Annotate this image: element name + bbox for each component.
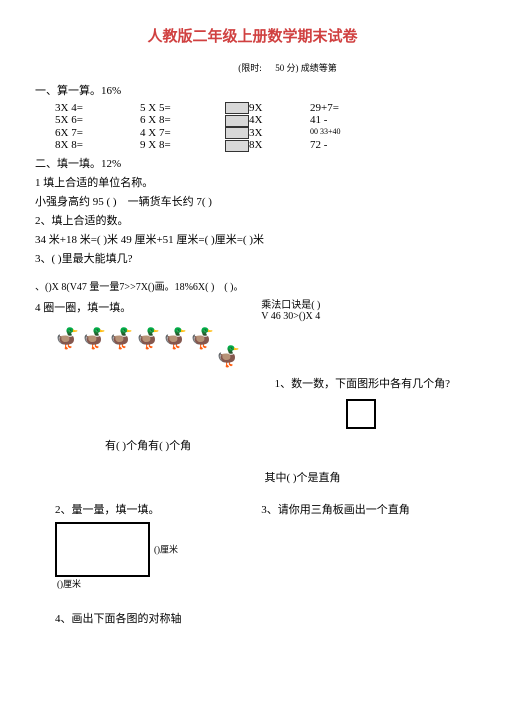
math-text: 00 <box>310 127 318 136</box>
angle-text: 有( )个角有( )个角 <box>35 437 470 453</box>
duck-icon: 🦆 <box>55 326 80 351</box>
math-cell: 3X 4= <box>55 102 125 114</box>
q2: 2、填上合适的数。 <box>35 212 470 228</box>
section-1-header: 一、算一算。16% <box>35 82 470 98</box>
duck-icon: 🦆 <box>190 326 215 351</box>
square-shape <box>346 399 376 429</box>
q-symmetry: 4、画出下面各图的对称轴 <box>35 610 470 626</box>
q3-text: 、()X 8(V47 量一量7>>7X()画。18%6X( ) ( )。 <box>35 278 470 293</box>
duck-icon: 🦆 <box>136 326 161 351</box>
answer-box <box>225 140 249 152</box>
rectangle-shape: ()厘米 ()厘米 <box>55 522 150 577</box>
cm-label-right: ()厘米 <box>154 543 178 556</box>
duck-icon: 🦆 <box>216 344 241 369</box>
q-measure: 2、量一量，填一填。 <box>35 501 244 517</box>
duck-icon: 🦆 <box>82 326 107 351</box>
math-cell: 9 X 8= <box>140 139 210 151</box>
math-cell: 72 - <box>310 139 380 151</box>
q-triangle: 3、请你用三角板画出一个直角 <box>261 501 470 517</box>
section-2-header: 二、填一填。12% <box>35 155 470 171</box>
math-cell: 9X <box>225 102 295 114</box>
duck-row: 🦆 🦆 🦆 🦆 🦆 🦆 🦆 <box>35 326 470 351</box>
math-cell: 29+7= <box>310 102 380 114</box>
duck-icon: 🦆 <box>163 326 188 351</box>
answer-box <box>225 115 249 127</box>
right-angle-text: 其中( )个是直角 <box>35 469 470 485</box>
math-text: 4X <box>249 114 262 126</box>
count-question: 1、数一数，下面图形中各有几个角? <box>35 375 470 391</box>
math-row-4: 8X 8= 9 X 8= 8X 72 - <box>35 139 470 151</box>
math-cell: 8X 8= <box>55 139 125 151</box>
math-row-1: 3X 4= 5 X 5= 9X 29+7= <box>35 102 470 114</box>
math-text: 8X <box>249 139 262 151</box>
cm-label-bottom: ()厘米 <box>57 577 81 590</box>
math-text: 9X <box>249 102 262 114</box>
math-cell: 00 33+40 <box>310 127 380 139</box>
answer-box <box>225 102 249 114</box>
subtitle-left: (限时: <box>238 63 262 73</box>
math-cell: 6 X 8= <box>140 114 210 126</box>
math-text: 33+40 <box>320 127 341 136</box>
math-cell: 3X <box>225 127 295 139</box>
math-cell: 5X 6= <box>55 114 125 126</box>
q1-text: 小强身高约 95 ( ) 一辆货车长约 7( ) <box>35 193 470 209</box>
duck-icon: 🦆 <box>109 326 134 351</box>
subtitle-right: 50 分) 成绩等第 <box>275 63 337 73</box>
q4: 4 圈一圈，填一填。 <box>35 299 244 315</box>
q1: 1 填上合适的单位名称。 <box>35 174 470 190</box>
answer-box <box>225 127 249 139</box>
math-row-3: 6X 7= 4 X 7= 3X 00 33+40 <box>35 127 470 139</box>
math-cell: 4X <box>225 114 295 126</box>
math-cell: 5 X 5= <box>140 102 210 114</box>
math-row-2: 5X 6= 6 X 8= 4X 41 - <box>35 114 470 126</box>
math-cell: 4 X 7= <box>140 127 210 139</box>
q4-right: 乘法口诀是( ) <box>261 296 470 311</box>
math-cell: 41 - <box>310 114 380 126</box>
subtitle: (限时: 50 分) 成绩等第 <box>35 61 470 74</box>
math-text: 3X <box>249 127 262 139</box>
page-title: 人教版二年级上册数学期末试卷 <box>35 25 470 46</box>
math-cell: 6X 7= <box>55 127 125 139</box>
q4-right2: V 46 30>()X 4 <box>261 311 470 322</box>
q3: 3、( )里最大能填几? <box>35 250 470 266</box>
q2-text: 34 米+18 米=( )米 49 厘米+51 厘米=( )厘米=( )米 <box>35 231 470 247</box>
math-cell: 8X <box>225 139 295 151</box>
